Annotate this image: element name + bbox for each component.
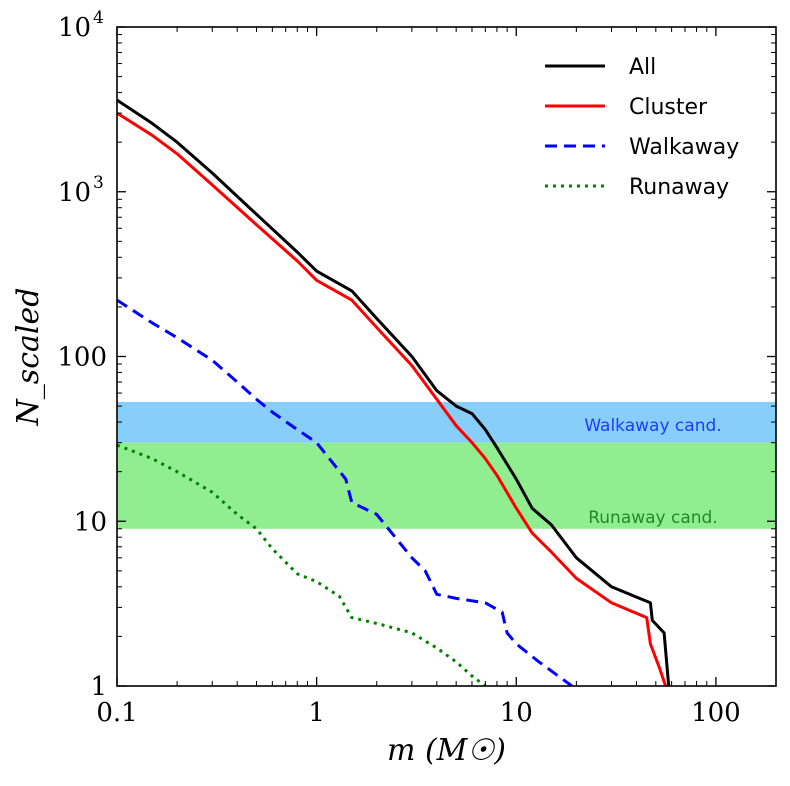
plot-frame (116, 26, 777, 687)
y-axis-title: N_scaled (11, 288, 46, 427)
legend-label-cluster: Cluster (629, 95, 708, 120)
y-tick-exponent: 4 (93, 8, 104, 28)
y-axis-label: N_scaled (11, 288, 46, 427)
y-tick-base: 1 (90, 672, 107, 702)
x-axis-title: m (M☉) (387, 733, 506, 768)
x-tick-label: 10 (500, 698, 533, 728)
y-tick-label: 1 (90, 672, 107, 702)
x-tick-label: 0.1 (96, 698, 137, 728)
y-tick-label: 100 (57, 343, 107, 373)
runaway-band-label: Runaway cand. (588, 508, 718, 528)
series-cluster-line (117, 111, 668, 686)
y-tick-exponent: 3 (93, 173, 104, 193)
y-tick-base: 10 (58, 13, 91, 43)
y-tick-base: 10 (74, 507, 107, 537)
walkaway-band-label: Walkaway cand. (584, 416, 721, 436)
y-tick-base: 100 (57, 343, 107, 373)
x-tick-label: 100 (691, 698, 741, 728)
bands-layer (117, 401, 776, 529)
legend-label-walkaway: Walkaway (629, 135, 739, 160)
y-tick-label: 10 (58, 178, 91, 208)
series-layer (117, 98, 671, 686)
legend-label-runaway: Runaway (629, 175, 729, 200)
series-all-line (117, 98, 671, 686)
x-axis-label: m (M☉) (387, 733, 506, 768)
legend-label-all: All (629, 55, 656, 80)
y-tick-label: 10 (58, 13, 91, 43)
walkaway-band (117, 401, 776, 443)
band-labels-layer: Walkaway cand. Runaway cand. (584, 416, 721, 528)
y-tick-label: 10 (74, 507, 107, 537)
legend: All Cluster Walkaway Runaway (545, 55, 739, 200)
runaway-band (117, 442, 776, 529)
x-tick-label: 1 (308, 698, 325, 728)
series-walkaway-line (117, 298, 573, 686)
y-tick-base: 10 (58, 178, 91, 208)
